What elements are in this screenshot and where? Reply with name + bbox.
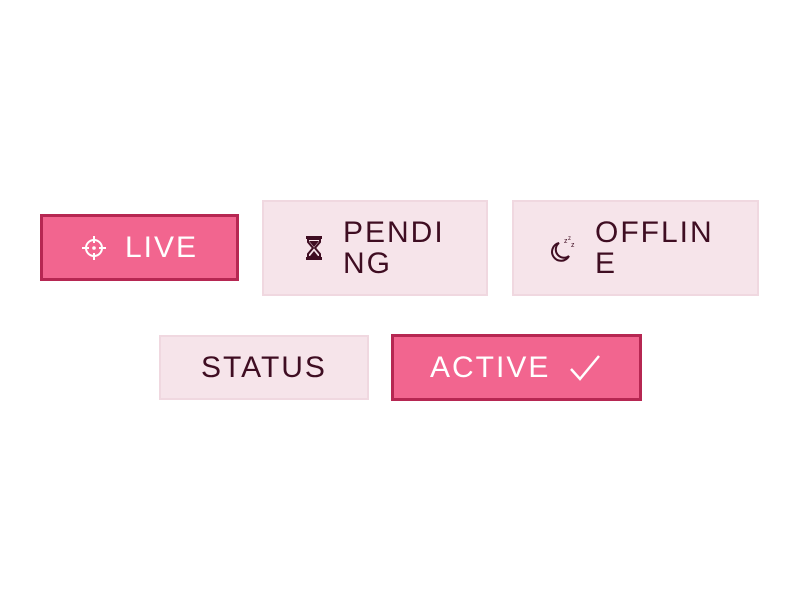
checkmark-icon [568,353,602,383]
offline-badge-label: OFFLINE [595,216,714,280]
live-badge[interactable]: LIVE [40,214,239,281]
pending-badge[interactable]: PENDING [262,200,488,296]
active-badge-label: ACTIVE [430,350,551,384]
svg-text:z: z [568,236,573,242]
active-badge[interactable]: ACTIVE [391,334,642,401]
hourglass-icon [303,234,325,262]
status-badge-label: STATUS [201,350,327,384]
sleeping-moon-icon: z z z [549,234,577,262]
svg-text:z: z [571,242,577,249]
status-badge[interactable]: STATUS [159,335,369,400]
pending-badge-label: PENDING [343,216,445,280]
offline-badge[interactable]: z z z OFFLINE [512,200,759,296]
live-badge-label: LIVE [125,230,199,264]
crosshair-icon [81,235,107,261]
svg-text:z: z [564,238,570,245]
